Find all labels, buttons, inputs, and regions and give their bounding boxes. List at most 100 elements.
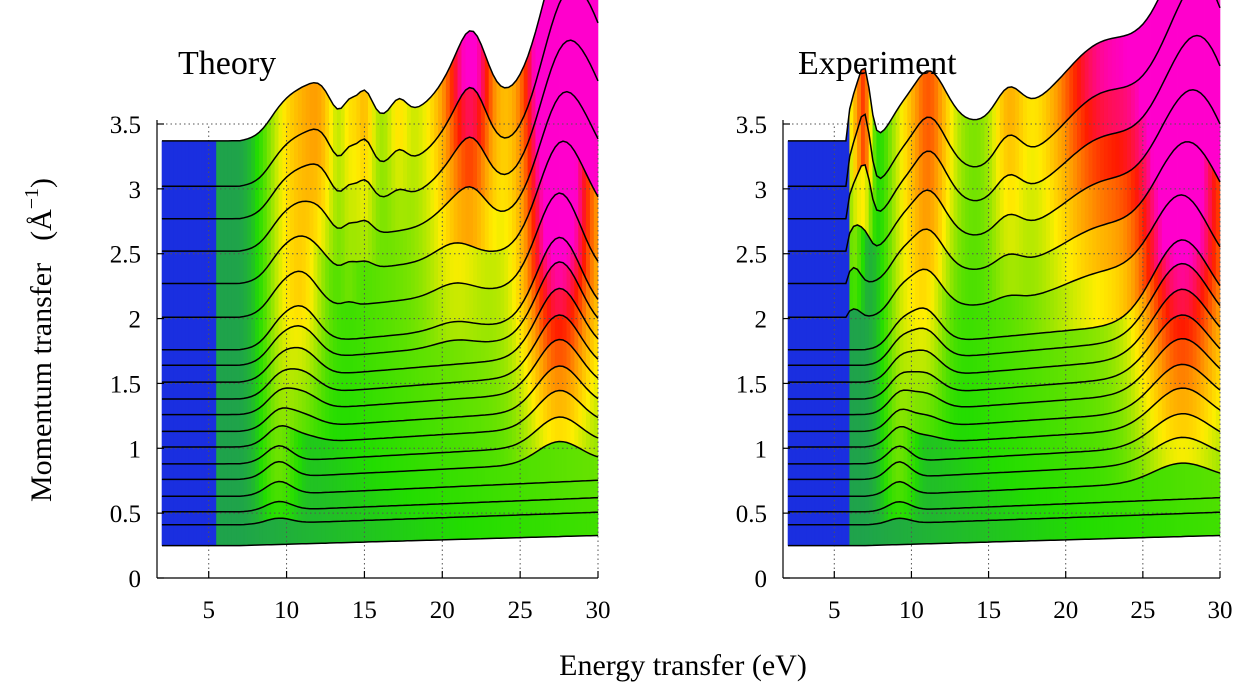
surface-cell — [965, 473, 970, 493]
surface-cell — [220, 479, 225, 497]
surface-cell — [1146, 450, 1151, 476]
surface-cell — [1177, 338, 1182, 366]
surface-cell — [181, 140, 186, 187]
surface-cell — [192, 316, 198, 351]
surface-cell — [876, 508, 881, 525]
surface-cell — [165, 140, 171, 187]
surface-cell — [364, 490, 369, 508]
surface-cell — [414, 504, 420, 519]
surface-cell — [1061, 399, 1067, 419]
surface-cell — [332, 335, 338, 355]
surface-cell — [1200, 149, 1205, 221]
surface-cell — [438, 399, 443, 419]
surface-cell — [965, 163, 970, 201]
surface-cell — [216, 446, 221, 465]
surface-cell — [1146, 514, 1151, 538]
surface-cell — [550, 366, 556, 394]
surface-cell — [480, 501, 486, 517]
surface-cell — [1096, 92, 1101, 140]
surface-cell — [212, 524, 217, 546]
surface-cell — [484, 414, 490, 433]
surface-cell — [911, 371, 916, 392]
surface-cell — [297, 389, 303, 413]
surface-cell — [399, 149, 404, 191]
surface-cell — [903, 501, 908, 520]
surface-cell — [212, 283, 217, 318]
surface-cell — [1215, 497, 1221, 513]
surface-cell — [1165, 513, 1171, 538]
surface-cell — [1053, 469, 1059, 489]
surface-cell — [1211, 108, 1217, 175]
surface-cell — [177, 349, 182, 366]
surface-cell — [857, 309, 862, 350]
surface-cell — [578, 512, 583, 537]
surface-cell — [814, 414, 820, 432]
surface-cell — [926, 189, 932, 232]
surface-cell — [976, 490, 982, 508]
surface-cell — [938, 521, 943, 544]
surface-cell — [325, 438, 330, 460]
surface-cell — [449, 486, 455, 504]
surface-cell — [309, 82, 315, 131]
surface-cell — [558, 390, 564, 418]
surface-cell — [391, 230, 396, 267]
surface-cell — [414, 487, 420, 506]
surface-cell — [593, 130, 599, 197]
surface-cell — [968, 268, 974, 306]
surface-cell — [1215, 471, 1221, 499]
surface-cell — [161, 349, 167, 366]
surface-cell — [1165, 111, 1171, 163]
surface-cell — [586, 480, 591, 499]
surface-cell — [364, 138, 369, 183]
surface-cell — [297, 347, 303, 371]
surface-cell — [1115, 391, 1121, 413]
momentum-line-1 — [162, 511, 599, 526]
surface-cell — [371, 224, 377, 266]
surface-cell — [504, 354, 509, 377]
surface-cell — [1111, 411, 1117, 431]
momentum-line-5 — [788, 412, 1221, 465]
surface-cell — [1150, 470, 1155, 501]
surface-cell — [375, 404, 381, 423]
surface-cell — [1192, 390, 1198, 418]
surface-cell — [1107, 89, 1113, 136]
y-tick-label: 0.5 — [736, 501, 767, 528]
x-tick-label: 25 — [508, 597, 533, 624]
surface-cell — [891, 110, 897, 165]
surface-cell — [196, 283, 202, 318]
surface-cell — [822, 479, 827, 497]
surface-cell — [371, 101, 377, 157]
surface-cell — [445, 451, 451, 470]
surface-cell — [1038, 179, 1043, 220]
surface-cell — [469, 502, 474, 518]
surface-cell — [1208, 400, 1213, 428]
surface-cell — [1107, 267, 1113, 325]
surface-cell — [1134, 417, 1140, 442]
surface-cell — [492, 465, 498, 486]
surface-cell — [294, 368, 299, 390]
surface-cell — [434, 469, 439, 488]
surface-cell — [922, 228, 928, 270]
surface-cell — [356, 423, 361, 441]
surface-cell — [223, 185, 229, 219]
surface-cell — [930, 116, 935, 155]
surface-cell — [332, 507, 338, 522]
surface-cell — [453, 468, 459, 488]
surface-cell — [504, 483, 509, 502]
surface-cell — [992, 472, 997, 491]
surface-cell — [336, 423, 342, 441]
surface-cell — [1107, 412, 1113, 432]
surface-cell — [1103, 359, 1109, 380]
surface-cell — [1003, 403, 1009, 423]
surface-cell — [872, 509, 878, 525]
surface-cell — [934, 521, 939, 544]
surface-cell — [1015, 420, 1020, 439]
surface-cell — [508, 371, 513, 393]
surface-cell — [574, 150, 579, 221]
surface-cell — [1046, 136, 1051, 179]
surface-cell — [562, 390, 568, 419]
surface-cell — [1130, 252, 1136, 310]
surface-cell — [1073, 486, 1078, 504]
surface-cell — [220, 414, 225, 432]
surface-cell — [872, 279, 878, 316]
